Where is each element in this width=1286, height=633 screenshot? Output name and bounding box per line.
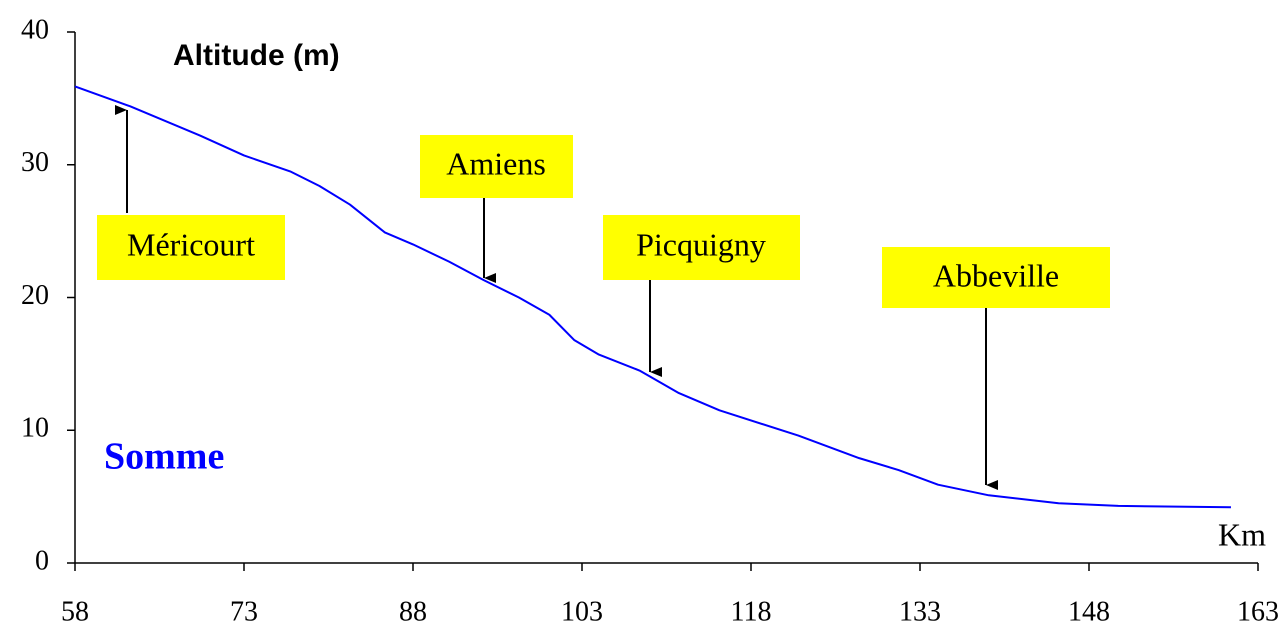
x-tick-label: 88 xyxy=(399,596,427,627)
x-tick-label: 103 xyxy=(561,596,603,627)
annotation-box xyxy=(603,215,800,280)
annotation: Méricourt xyxy=(127,226,255,262)
annotation-box xyxy=(420,135,573,198)
annotation-box xyxy=(882,247,1110,308)
y-tick-label: 20 xyxy=(21,280,49,311)
x-tick-label: 58 xyxy=(61,596,89,627)
series-label: Somme xyxy=(104,436,224,478)
x-tick-label: 118 xyxy=(731,596,772,627)
x-tick-label: 73 xyxy=(230,596,258,627)
x-axis-label: Km xyxy=(1218,516,1266,552)
x-tick-label: 133 xyxy=(899,596,941,627)
x-tick-label: 148 xyxy=(1068,596,1110,627)
y-axis-label: Altitude (m) xyxy=(173,39,340,72)
annotation-box xyxy=(97,215,285,280)
annotation: Abbeville xyxy=(933,257,1059,293)
annotation: Picquigny xyxy=(636,226,766,262)
y-tick-label: 10 xyxy=(21,413,49,444)
line xyxy=(74,85,1231,509)
y-tick-label: 40 xyxy=(21,14,49,45)
y-tick-label: 30 xyxy=(21,147,49,178)
annotation: Amiens xyxy=(446,145,546,181)
x-tick-label: 163 xyxy=(1237,596,1279,627)
y-tick-label: 0 xyxy=(35,545,49,576)
